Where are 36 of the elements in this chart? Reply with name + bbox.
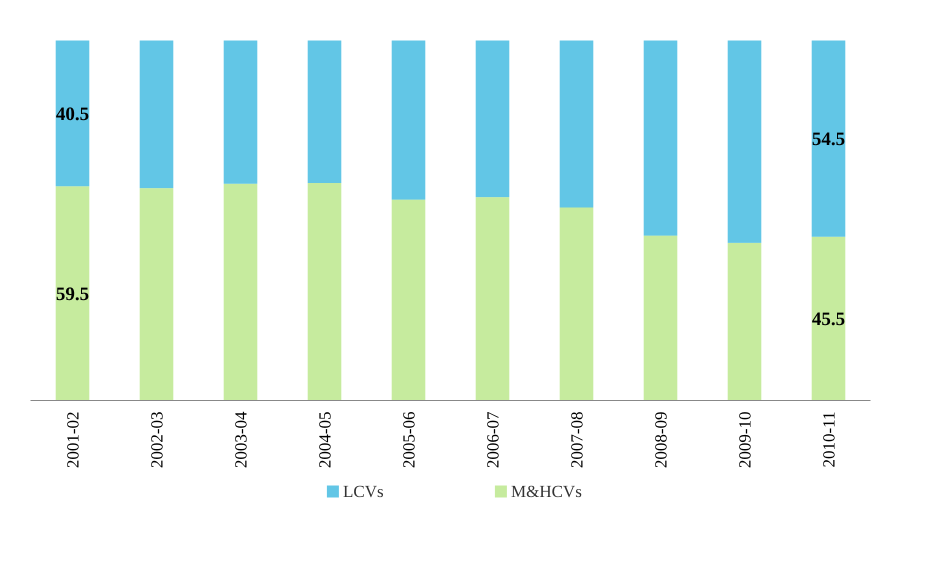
bar <box>392 200 426 400</box>
bar <box>560 208 594 400</box>
data-label: 45.5 <box>812 309 846 330</box>
bar <box>140 188 174 400</box>
legend-label: M&HCVs <box>510 482 582 501</box>
bar <box>308 183 342 400</box>
x-tick-label: 2002-03 <box>148 411 166 468</box>
bar <box>812 236 846 400</box>
bar <box>476 40 510 198</box>
bar <box>56 40 90 186</box>
x-tick-label: 2008-09 <box>652 411 670 468</box>
x-tick-label: 2006-07 <box>484 411 502 468</box>
data-label: 59.5 <box>56 284 90 305</box>
data-label: 54.5 <box>812 129 846 150</box>
bar <box>812 40 846 237</box>
x-tick-label: 2010-11 <box>820 412 838 468</box>
bar <box>56 186 90 400</box>
x-tick-label: 2007-08 <box>568 411 586 468</box>
x-tick-label: 2009-10 <box>736 411 754 468</box>
bar <box>140 40 174 188</box>
bar <box>560 40 594 208</box>
x-tick-label: 2003-04 <box>232 411 250 468</box>
bar <box>224 184 258 400</box>
x-tick-label: 2001-02 <box>64 411 82 468</box>
bar <box>224 40 258 184</box>
x-tick-label: 2004-05 <box>316 411 334 468</box>
bar <box>476 197 510 400</box>
bar <box>644 236 678 400</box>
bar <box>392 40 426 200</box>
data-label: 40.5 <box>56 104 90 125</box>
bar <box>644 40 678 236</box>
bar <box>728 40 762 243</box>
legend-label: LCVs <box>342 482 384 501</box>
bar <box>308 40 342 184</box>
bar <box>728 242 762 400</box>
x-tick-label: 2005-06 <box>400 411 418 468</box>
